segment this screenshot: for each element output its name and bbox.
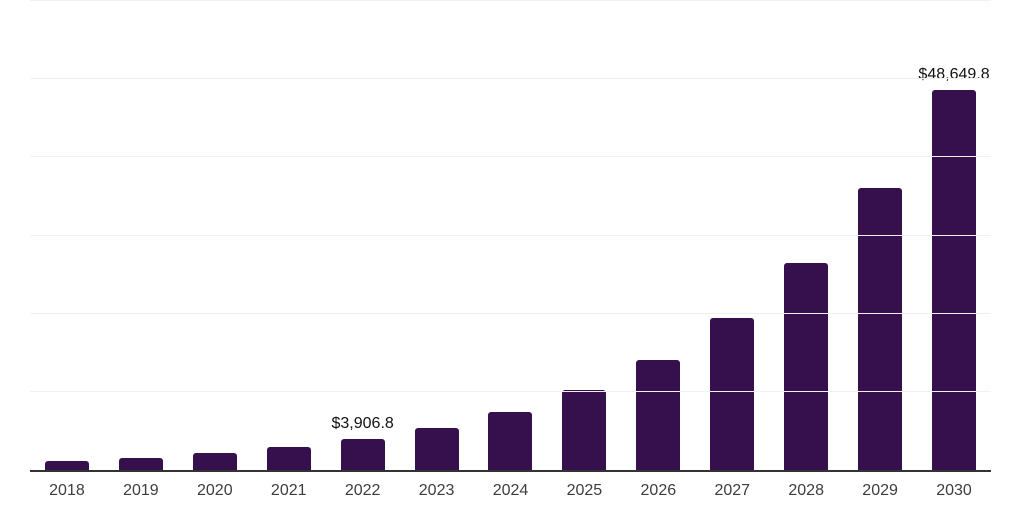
data-label-2030: $48,649.8	[918, 65, 990, 83]
bars-row: $3,906.8 $48,649.8	[30, 1, 991, 470]
bar-2020	[192, 452, 237, 470]
gridline	[30, 312, 991, 314]
bar-cell-2018	[30, 1, 104, 470]
bar-cell-2030: $48,649.8	[917, 1, 991, 470]
bar-cell-2020	[178, 1, 252, 470]
x-axis: 2018 2019 2020 2021 2022 2023 2024 2025 2026 2027…	[30, 482, 991, 500]
x-tick-label-2024: 2024	[492, 482, 529, 499]
bar-cell-2029	[843, 1, 917, 470]
bar-2027	[710, 318, 755, 470]
x-tick-label-2022: 2022	[344, 482, 381, 499]
x-tick-label-2019: 2019	[123, 482, 159, 499]
x-tick-label-2018: 2018	[49, 482, 85, 499]
bar-cell-2021	[252, 1, 326, 470]
bar-2018	[44, 460, 89, 470]
bar-cell-2026	[621, 1, 695, 470]
x-tick-label-2023: 2023	[418, 482, 455, 499]
x-tick-label-2026: 2026	[640, 482, 677, 499]
bar-cell-2023	[400, 1, 474, 470]
x-tick-label-2021: 2021	[270, 482, 307, 499]
bar-2022: $3,906.8	[332, 415, 394, 470]
x-tick-label-2030: 2030	[936, 482, 972, 499]
data-label-2022: $3,906.8	[331, 415, 394, 433]
bar-2023	[414, 428, 459, 470]
gridline	[30, 156, 991, 158]
bar-2025	[562, 389, 607, 470]
bar-2024	[488, 411, 533, 470]
bar-cell-2025	[547, 1, 621, 470]
bar-2028	[784, 262, 829, 470]
x-tick-label-2027: 2027	[714, 482, 751, 499]
x-tick-label-2029: 2029	[862, 482, 898, 499]
x-tick-label-2020: 2020	[197, 482, 233, 499]
plot-area: $3,906.8 $48,649.8	[30, 0, 991, 472]
bar-cell-2019	[104, 1, 178, 470]
bar-cell-2027	[695, 1, 769, 470]
bar-2026	[636, 359, 681, 470]
bar-2029	[858, 187, 903, 470]
gridline	[30, 390, 991, 392]
bar-2019	[118, 458, 163, 470]
gridline	[30, 0, 991, 1]
gridline	[30, 234, 991, 236]
gridline	[30, 78, 991, 80]
bar-2030: $48,649.8	[918, 66, 990, 470]
x-tick-label-2028: 2028	[788, 482, 824, 499]
bar-2021	[266, 447, 311, 470]
bar-cell-2022: $3,906.8	[326, 1, 400, 470]
x-tick-label-2025: 2025	[566, 482, 603, 499]
bar-cell-2028	[769, 1, 843, 470]
bar-cell-2024	[474, 1, 548, 470]
